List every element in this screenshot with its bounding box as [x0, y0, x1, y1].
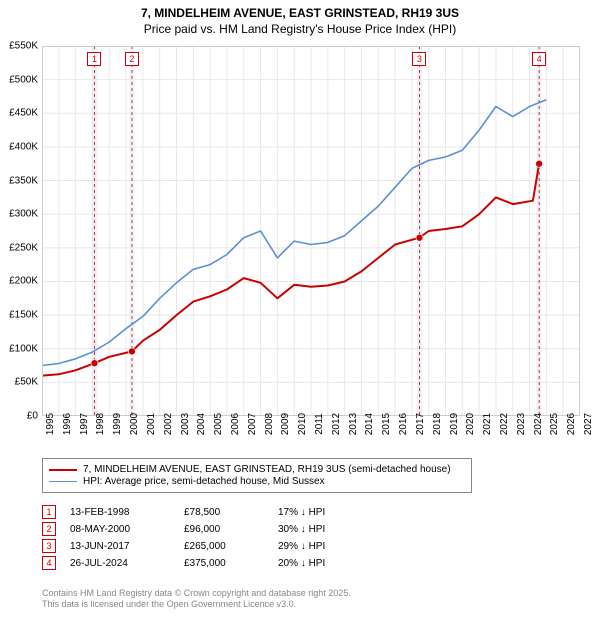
- event-badge: 2: [42, 522, 56, 536]
- event-date: 13-FEB-1998: [70, 507, 170, 518]
- event-diff: 17% ↓ HPI: [278, 507, 368, 518]
- y-tick-label: £200K: [9, 276, 38, 287]
- x-tick-label: 2011: [314, 413, 325, 435]
- event-price: £96,000: [184, 524, 264, 535]
- x-tick-label: 2008: [264, 413, 275, 435]
- event-date: 13-JUN-2017: [70, 541, 170, 552]
- x-tick-label: 2007: [247, 413, 258, 435]
- x-tick-label: 2019: [449, 413, 460, 435]
- event-diff: 20% ↓ HPI: [278, 558, 368, 569]
- y-tick-label: £450K: [9, 108, 38, 119]
- event-price: £375,000: [184, 558, 264, 569]
- event-row: 4 26-JUL-2024 £375,000 20% ↓ HPI: [42, 556, 572, 570]
- x-tick-label: 2017: [415, 413, 426, 435]
- x-tick-label: 2021: [482, 413, 493, 435]
- y-tick-label: £350K: [9, 175, 38, 186]
- x-tick-label: 2009: [280, 413, 291, 435]
- footer-line1: Contains HM Land Registry data © Crown c…: [42, 588, 351, 599]
- y-tick-label: £50K: [15, 377, 38, 388]
- event-badge: 3: [42, 539, 56, 553]
- x-tick-label: 1998: [95, 413, 106, 435]
- x-tick-label: 2024: [533, 413, 544, 435]
- event-date: 08-MAY-2000: [70, 524, 170, 535]
- footer-attribution: Contains HM Land Registry data © Crown c…: [42, 588, 351, 610]
- chart-event-badge: 3: [412, 52, 426, 66]
- x-tick-label: 2022: [499, 413, 510, 435]
- x-tick-label: 2018: [432, 413, 443, 435]
- event-badge: 1: [42, 505, 56, 519]
- y-tick-label: £250K: [9, 242, 38, 253]
- x-tick-label: 2001: [146, 413, 157, 435]
- x-tick-label: 2025: [549, 413, 560, 435]
- event-diff: 30% ↓ HPI: [278, 524, 368, 535]
- x-tick-label: 1999: [112, 413, 123, 435]
- y-tick-label: £100K: [9, 343, 38, 354]
- chart-svg: [42, 46, 580, 416]
- x-tick-label: 2000: [129, 413, 140, 435]
- x-axis: 1995199619971998199920002001200220032004…: [42, 420, 580, 460]
- x-tick-label: 2006: [230, 413, 241, 435]
- y-tick-label: £400K: [9, 141, 38, 152]
- x-tick-label: 1996: [62, 413, 73, 435]
- chart-container: 7, MINDELHEIM AVENUE, EAST GRINSTEAD, RH…: [0, 0, 600, 620]
- title-line1: 7, MINDELHEIM AVENUE, EAST GRINSTEAD, RH…: [0, 6, 600, 22]
- x-tick-label: 2027: [583, 413, 594, 435]
- y-tick-label: £550K: [9, 41, 38, 52]
- event-price: £265,000: [184, 541, 264, 552]
- x-tick-label: 2023: [516, 413, 527, 435]
- legend: 7, MINDELHEIM AVENUE, EAST GRINSTEAD, RH…: [42, 458, 472, 493]
- chart-title: 7, MINDELHEIM AVENUE, EAST GRINSTEAD, RH…: [0, 0, 600, 37]
- chart-event-badge: 2: [125, 52, 139, 66]
- event-date: 26-JUL-2024: [70, 558, 170, 569]
- x-tick-label: 2005: [213, 413, 224, 435]
- x-tick-label: 2014: [364, 413, 375, 435]
- x-tick-label: 2013: [348, 413, 359, 435]
- x-tick-label: 2026: [566, 413, 577, 435]
- y-tick-label: £150K: [9, 310, 38, 321]
- x-tick-label: 2012: [331, 413, 342, 435]
- event-badge: 4: [42, 556, 56, 570]
- plot-area: 1 2 3 4: [42, 46, 580, 416]
- y-tick-label: £500K: [9, 74, 38, 85]
- x-tick-label: 1997: [79, 413, 90, 435]
- title-line2: Price paid vs. HM Land Registry's House …: [0, 22, 600, 38]
- legend-label: HPI: Average price, semi-detached house,…: [83, 476, 325, 487]
- x-tick-label: 1995: [45, 413, 56, 435]
- legend-row: 7, MINDELHEIM AVENUE, EAST GRINSTEAD, RH…: [49, 464, 465, 475]
- x-tick-label: 2002: [163, 413, 174, 435]
- y-axis: £0 £50K £100K £150K £200K £250K £300K £350K £400…: [0, 42, 40, 420]
- chart-event-badge: 4: [532, 52, 546, 66]
- event-diff: 29% ↓ HPI: [278, 541, 368, 552]
- x-tick-label: 2010: [297, 413, 308, 435]
- x-tick-label: 2004: [196, 413, 207, 435]
- chart-event-badge: 1: [87, 52, 101, 66]
- y-tick-label: £300K: [9, 209, 38, 220]
- x-tick-label: 2015: [381, 413, 392, 435]
- legend-swatch: [49, 481, 77, 483]
- x-tick-label: 2020: [465, 413, 476, 435]
- y-tick-label: £0: [27, 411, 38, 422]
- events-table: 1 13-FEB-1998 £78,500 17% ↓ HPI 2 08-MAY-2000…: [42, 502, 572, 573]
- x-tick-label: 2003: [180, 413, 191, 435]
- footer-line2: This data is licensed under the Open Gov…: [42, 599, 351, 610]
- legend-swatch: [49, 469, 77, 471]
- event-row: 2 08-MAY-2000 £96,000 30% ↓ HPI: [42, 522, 572, 536]
- event-row: 3 13-JUN-2017 £265,000 29% ↓ HPI: [42, 539, 572, 553]
- event-price: £78,500: [184, 507, 264, 518]
- legend-row: HPI: Average price, semi-detached house,…: [49, 476, 465, 487]
- x-tick-label: 2016: [398, 413, 409, 435]
- event-row: 1 13-FEB-1998 £78,500 17% ↓ HPI: [42, 505, 572, 519]
- legend-label: 7, MINDELHEIM AVENUE, EAST GRINSTEAD, RH…: [83, 464, 451, 475]
